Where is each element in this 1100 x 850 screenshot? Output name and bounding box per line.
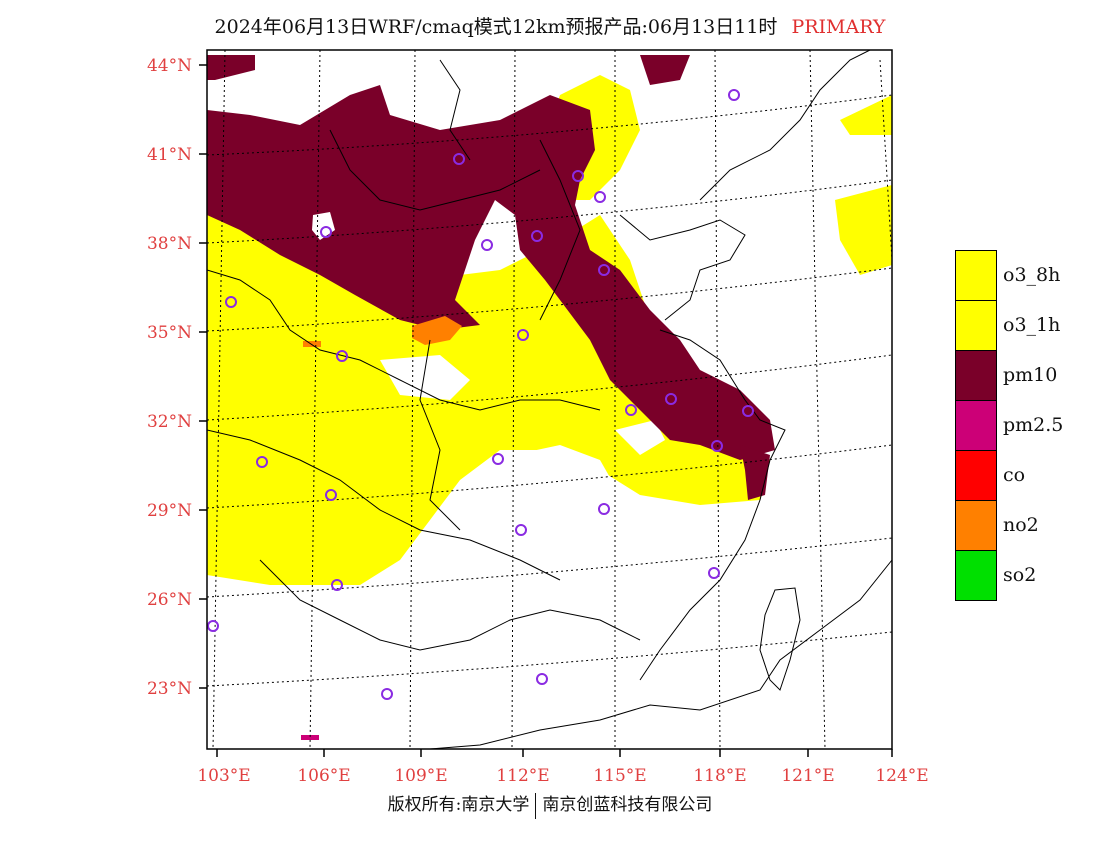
legend-label: no2: [1003, 514, 1039, 536]
legend-label: pm2.5: [1003, 414, 1064, 436]
lat-tick-labels: 44°N 41°N 38°N 35°N 32°N 29°N 26°N 23°N: [147, 56, 192, 699]
legend-label: o3_8h: [1003, 264, 1061, 286]
station-marker: [515, 524, 527, 536]
station-marker: [711, 440, 723, 452]
lon-tick-label: 121°E: [781, 766, 834, 786]
no2-spot: [412, 316, 462, 345]
lat-tick-label: 41°N: [147, 145, 192, 165]
clean-patch: [312, 212, 335, 240]
legend-swatch: [955, 400, 997, 451]
title-text: 2024年06月13日WRF/cmaq模式12km预报产品:06月13日11时: [214, 16, 778, 38]
lon-tick-marks: [216, 749, 893, 757]
station-marker: [331, 579, 343, 591]
lat-tick-label: 29°N: [147, 501, 192, 521]
copyright-footer: 版权所有:南京大学 南京创蓝科技有限公司: [0, 790, 1100, 819]
lon-tick-label: 112°E: [496, 766, 549, 786]
lon-tick-label: 115°E: [593, 766, 646, 786]
lat-tick-label: 38°N: [147, 234, 192, 254]
legend-swatch: [955, 450, 997, 501]
station-marker: [594, 191, 606, 203]
station-marker: [728, 89, 740, 101]
lat-tick-label: 32°N: [147, 412, 192, 432]
legend-label: so2: [1003, 564, 1037, 586]
graticule: [207, 50, 892, 749]
footer-divider: [535, 792, 537, 819]
station-marker: [536, 673, 548, 685]
legend-swatch: [955, 300, 997, 351]
pm10-region: [207, 55, 775, 500]
copyright-company: 南京创蓝科技有限公司: [542, 795, 713, 815]
station-marker: [598, 503, 610, 515]
lon-tick-label: 124°E: [875, 766, 928, 786]
legend-label: o3_1h: [1003, 314, 1061, 336]
copyright-owner: 版权所有:南京大学: [387, 795, 530, 815]
station-marker: [320, 226, 332, 238]
station-marker: [572, 170, 584, 182]
lon-tick-label: 103°E: [197, 766, 250, 786]
lon-tick-label: 109°E: [394, 766, 447, 786]
legend-label: co: [1003, 464, 1026, 486]
station-marker: [256, 456, 268, 468]
lon-tick-label: 106°E: [297, 766, 350, 786]
station-marker: [225, 296, 237, 308]
station-marker: [336, 350, 348, 362]
station-marker: [531, 230, 543, 242]
lat-tick-marks: [199, 64, 207, 689]
map-title: 2024年06月13日WRF/cmaq模式12km预报产品:06月13日11时 P…: [0, 12, 1100, 39]
station-marker: [381, 688, 393, 700]
clean-area: [380, 355, 665, 510]
lon-tick-labels: 103°E 106°E 109°E 112°E 115°E 118°E 121°…: [197, 766, 928, 786]
legend-swatch: [955, 350, 997, 401]
station-marker: [625, 404, 637, 416]
station-marker: [598, 264, 610, 276]
station-marker: [207, 620, 219, 632]
legend-swatch: [955, 250, 997, 301]
station-marker: [742, 405, 754, 417]
pm25-spot: [301, 735, 319, 740]
lon-tick-label: 118°E: [693, 766, 746, 786]
primary-tag: PRIMARY: [791, 16, 886, 38]
lat-tick-label: 44°N: [147, 56, 192, 76]
map-frame: [206, 49, 893, 750]
no2-spot: [303, 341, 321, 347]
lat-tick-label: 35°N: [147, 323, 192, 343]
legend-swatch: [955, 550, 997, 601]
map-content: [207, 50, 892, 749]
station-marker: [492, 453, 504, 465]
lat-tick-label: 23°N: [147, 679, 192, 699]
legend-swatch: [955, 500, 997, 551]
station-marker: [708, 567, 720, 579]
legend-label: pm10: [1003, 364, 1058, 386]
station-markers: [207, 89, 754, 700]
station-marker: [453, 153, 465, 165]
lat-tick-label: 26°N: [147, 590, 192, 610]
station-marker: [517, 329, 529, 341]
station-marker: [325, 489, 337, 501]
station-marker: [481, 239, 493, 251]
station-marker: [665, 393, 677, 405]
